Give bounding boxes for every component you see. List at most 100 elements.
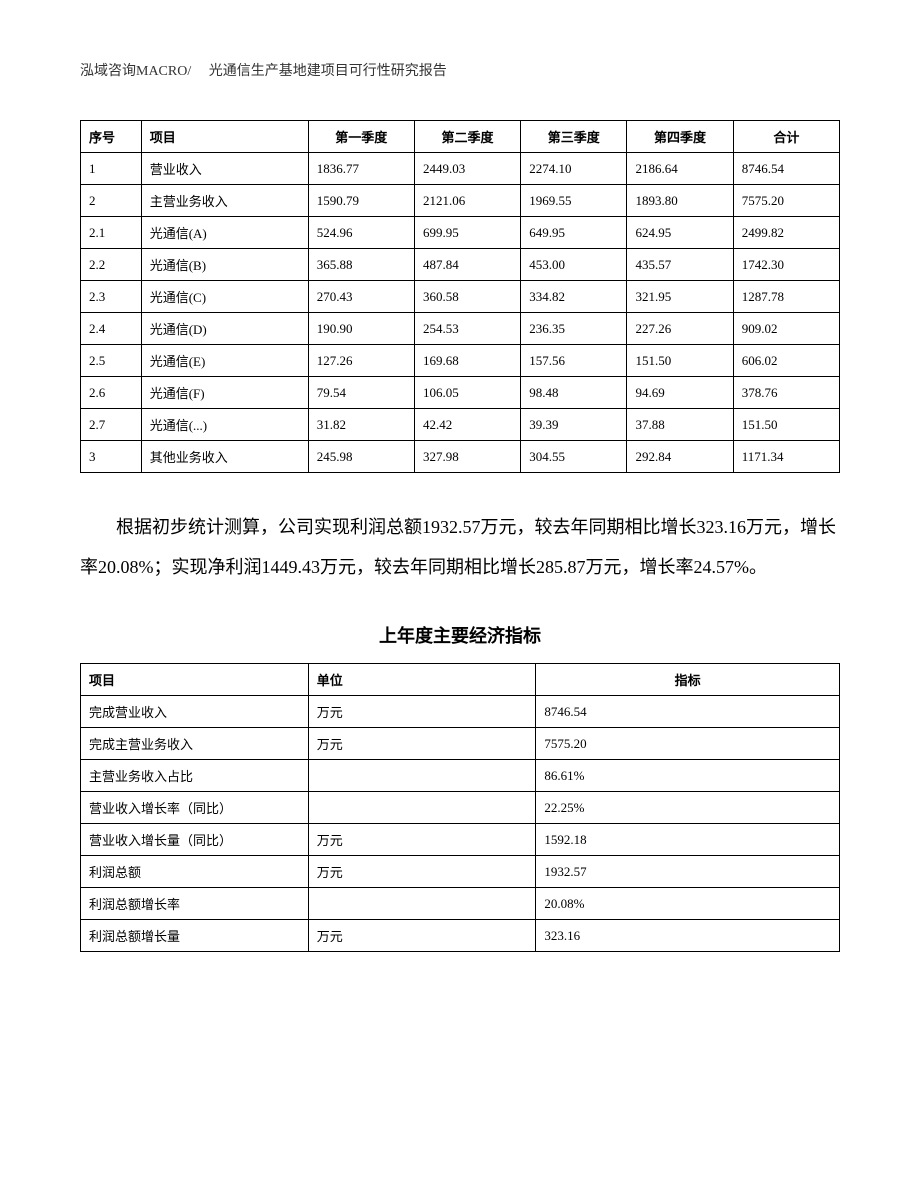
table-cell: 435.57 [627, 249, 733, 281]
table-cell: 1 [81, 153, 142, 185]
table-row: 2.5光通信(E)127.26169.68157.56151.50606.02 [81, 345, 840, 377]
table-cell: 487.84 [414, 249, 520, 281]
table-cell: 2 [81, 185, 142, 217]
table-cell: 169.68 [414, 345, 520, 377]
table-cell: 利润总额 [81, 856, 309, 888]
table-row: 2.4光通信(D)190.90254.53236.35227.26909.02 [81, 313, 840, 345]
table-cell: 20.08% [536, 888, 840, 920]
table-cell: 378.76 [733, 377, 839, 409]
col-item: 项目 [141, 121, 308, 153]
table-cell: 营业收入增长率（同比） [81, 792, 309, 824]
table-cell: 321.95 [627, 281, 733, 313]
table-cell: 606.02 [733, 345, 839, 377]
table-cell: 699.95 [414, 217, 520, 249]
table-header-row: 项目 单位 指标 [81, 664, 840, 696]
table-cell: 151.50 [627, 345, 733, 377]
table-cell: 190.90 [308, 313, 414, 345]
table-cell: 254.53 [414, 313, 520, 345]
table-cell: 42.42 [414, 409, 520, 441]
table-cell: 光通信(...) [141, 409, 308, 441]
table-cell: 79.54 [308, 377, 414, 409]
col-q2: 第二季度 [414, 121, 520, 153]
table-cell: 7575.20 [536, 728, 840, 760]
table-cell: 完成主营业务收入 [81, 728, 309, 760]
col-unit: 单位 [308, 664, 536, 696]
table-cell: 1836.77 [308, 153, 414, 185]
table-cell: 304.55 [521, 441, 627, 473]
table-cell: 365.88 [308, 249, 414, 281]
table-cell: 94.69 [627, 377, 733, 409]
col-project: 项目 [81, 664, 309, 696]
table-row: 2.1光通信(A)524.96699.95649.95624.952499.82 [81, 217, 840, 249]
table-cell: 624.95 [627, 217, 733, 249]
table-cell: 22.25% [536, 792, 840, 824]
table-cell: 万元 [308, 728, 536, 760]
table-cell: 2.5 [81, 345, 142, 377]
table-cell: 完成营业收入 [81, 696, 309, 728]
table-row: 2.2光通信(B)365.88487.84453.00435.571742.30 [81, 249, 840, 281]
table-cell: 光通信(F) [141, 377, 308, 409]
table-cell: 1171.34 [733, 441, 839, 473]
table-cell: 2.3 [81, 281, 142, 313]
table-cell: 327.98 [414, 441, 520, 473]
table-cell: 151.50 [733, 409, 839, 441]
table-cell: 236.35 [521, 313, 627, 345]
table-cell: 2449.03 [414, 153, 520, 185]
table-row: 3其他业务收入245.98327.98304.55292.841171.34 [81, 441, 840, 473]
summary-paragraph: 根据初步统计测算，公司实现利润总额1932.57万元，较去年同期相比增长323.… [80, 508, 840, 587]
table-row: 2.6光通信(F)79.54106.0598.4894.69378.76 [81, 377, 840, 409]
table-cell: 245.98 [308, 441, 414, 473]
table-cell: 营业收入增长量（同比） [81, 824, 309, 856]
col-indicator: 指标 [536, 664, 840, 696]
table-cell: 光通信(C) [141, 281, 308, 313]
quarterly-revenue-table: 序号 项目 第一季度 第二季度 第三季度 第四季度 合计 1营业收入1836.7… [80, 120, 840, 473]
table-cell: 光通信(A) [141, 217, 308, 249]
table-cell: 1932.57 [536, 856, 840, 888]
table-cell: 909.02 [733, 313, 839, 345]
table-row: 利润总额增长量万元323.16 [81, 920, 840, 952]
table-cell: 39.39 [521, 409, 627, 441]
table-cell: 1969.55 [521, 185, 627, 217]
table-cell: 2499.82 [733, 217, 839, 249]
table-cell: 360.58 [414, 281, 520, 313]
table-cell: 万元 [308, 824, 536, 856]
col-q1: 第一季度 [308, 121, 414, 153]
table-cell: 营业收入 [141, 153, 308, 185]
table-row: 完成营业收入万元8746.54 [81, 696, 840, 728]
table-cell [308, 792, 536, 824]
table-cell: 524.96 [308, 217, 414, 249]
table-cell: 2186.64 [627, 153, 733, 185]
table-cell: 万元 [308, 856, 536, 888]
table-cell: 2121.06 [414, 185, 520, 217]
table-cell: 主营业务收入 [141, 185, 308, 217]
table-row: 2主营业务收入1590.792121.061969.551893.807575.… [81, 185, 840, 217]
table-cell: 2.2 [81, 249, 142, 281]
table-row: 主营业务收入占比86.61% [81, 760, 840, 792]
table-row: 营业收入增长量（同比）万元1592.18 [81, 824, 840, 856]
table-cell: 2.7 [81, 409, 142, 441]
table-cell: 106.05 [414, 377, 520, 409]
table-cell: 8746.54 [733, 153, 839, 185]
table-cell: 649.95 [521, 217, 627, 249]
table-cell: 7575.20 [733, 185, 839, 217]
table-cell: 1742.30 [733, 249, 839, 281]
table-cell: 万元 [308, 920, 536, 952]
table-cell: 2.1 [81, 217, 142, 249]
table-cell: 1590.79 [308, 185, 414, 217]
table-header-row: 序号 项目 第一季度 第二季度 第三季度 第四季度 合计 [81, 121, 840, 153]
table-row: 2.7光通信(...)31.8242.4239.3937.88151.50 [81, 409, 840, 441]
table-row: 利润总额增长率 20.08% [81, 888, 840, 920]
table-cell: 2.4 [81, 313, 142, 345]
table2-body: 完成营业收入万元8746.54完成主营业务收入万元7575.20主营业务收入占比… [81, 696, 840, 952]
table-cell: 光通信(E) [141, 345, 308, 377]
col-q3: 第三季度 [521, 121, 627, 153]
table-cell: 光通信(B) [141, 249, 308, 281]
col-q4: 第四季度 [627, 121, 733, 153]
table-cell: 1287.78 [733, 281, 839, 313]
table-cell: 98.48 [521, 377, 627, 409]
table-cell: 453.00 [521, 249, 627, 281]
table-cell: 利润总额增长率 [81, 888, 309, 920]
header-text: 泓域咨询MACRO/ 光通信生产基地建项目可行性研究报告 [80, 64, 447, 79]
table-cell [308, 888, 536, 920]
col-seq: 序号 [81, 121, 142, 153]
